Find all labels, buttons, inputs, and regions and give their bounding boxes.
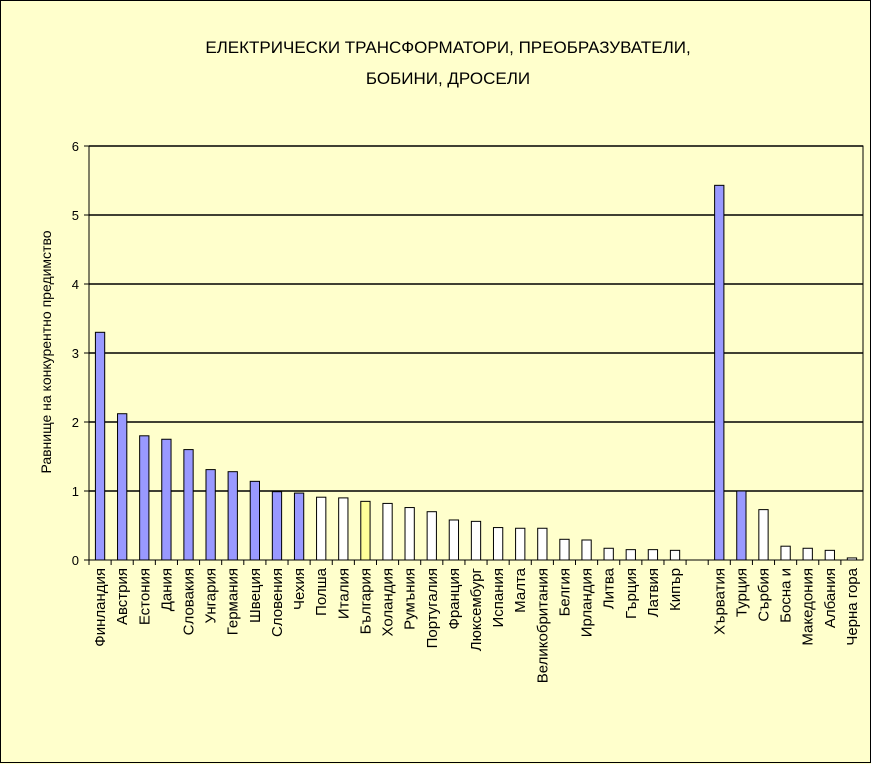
x-category-label: Хърватия bbox=[711, 568, 728, 635]
x-category-label: Германия bbox=[225, 568, 242, 635]
bar bbox=[426, 511, 437, 561]
chart-title-line-2: БОБИНИ, ДРОСЕЛИ bbox=[366, 69, 530, 88]
y-tick-label: 6 bbox=[72, 139, 79, 154]
x-category-label: Дания bbox=[158, 568, 175, 611]
bar bbox=[802, 547, 813, 561]
bar bbox=[161, 438, 172, 561]
x-category-label: Латвия bbox=[645, 568, 662, 617]
bar bbox=[824, 549, 835, 561]
y-tick-label: 1 bbox=[72, 484, 79, 499]
x-category-label: Великобритания bbox=[534, 568, 551, 683]
x-category-label: Австрия bbox=[114, 568, 131, 625]
bar bbox=[338, 497, 349, 561]
bar bbox=[515, 527, 526, 561]
x-category-label: Люксембург bbox=[468, 567, 485, 651]
x-category-label: Черна гора bbox=[844, 567, 861, 645]
x-category-label: Албания bbox=[822, 568, 839, 628]
x-category-label: Малта bbox=[512, 567, 529, 612]
bar bbox=[559, 538, 570, 561]
bar bbox=[780, 545, 791, 561]
bar bbox=[647, 549, 659, 561]
x-category-label: Турция bbox=[733, 568, 750, 617]
x-category-label: Холандия bbox=[380, 568, 397, 636]
y-tick-label: 4 bbox=[72, 277, 79, 292]
x-category-label: Полша bbox=[313, 567, 330, 616]
bar bbox=[94, 331, 106, 561]
bar bbox=[714, 184, 725, 561]
y-tick-label: 2 bbox=[72, 415, 79, 430]
bar bbox=[448, 519, 460, 561]
bar bbox=[669, 549, 681, 561]
bar bbox=[581, 539, 592, 561]
x-category-label: Литва bbox=[601, 567, 618, 609]
chart-title-line-1: ЕЛЕКТРИЧЕСКИ ТРАНСФОРМАТОРИ, ПРЕОБРАЗУВА… bbox=[205, 38, 690, 57]
bar bbox=[625, 549, 636, 561]
x-category-label: Швеция bbox=[247, 568, 264, 623]
x-category-label: Кипър bbox=[667, 568, 684, 611]
x-category-label: Ирландия bbox=[579, 568, 596, 637]
bar bbox=[117, 413, 128, 561]
x-category-label: Испания bbox=[490, 568, 507, 628]
bar bbox=[382, 502, 393, 561]
x-category-label: Португалия bbox=[424, 568, 441, 648]
x-category-label: Чехия bbox=[291, 568, 308, 610]
bar bbox=[271, 491, 283, 561]
x-category-label: Финландия bbox=[92, 568, 109, 647]
x-category-label: Белгия bbox=[556, 568, 573, 616]
x-category-label: Франция bbox=[446, 568, 463, 629]
bar bbox=[492, 527, 504, 561]
x-category-label: Македония bbox=[800, 568, 817, 646]
x-category-label: Унгария bbox=[203, 568, 220, 623]
bar bbox=[316, 496, 327, 561]
x-category-label: България bbox=[357, 568, 374, 634]
plot-area: 0 1 2 3 4 5 6 Финландия Австрия Естония Дания Слова… bbox=[72, 139, 864, 683]
x-category-label: Италия bbox=[335, 568, 352, 619]
bar bbox=[360, 500, 371, 561]
bar bbox=[293, 492, 305, 561]
y-tick-label: 3 bbox=[72, 346, 79, 361]
bar bbox=[227, 471, 238, 561]
x-category-label: Словения bbox=[269, 568, 286, 637]
bar bbox=[470, 520, 482, 561]
bar bbox=[758, 509, 769, 561]
y-tick-label: 5 bbox=[72, 208, 79, 223]
y-tick-label: 0 bbox=[72, 553, 79, 568]
bar bbox=[205, 469, 216, 561]
x-category-label: Босна и bbox=[778, 568, 795, 623]
y-axis-title: Равнище на конкурентно предимство bbox=[38, 230, 54, 473]
bar bbox=[404, 507, 415, 561]
bar bbox=[846, 557, 858, 561]
x-category-label: Словакия bbox=[181, 568, 198, 635]
bar bbox=[603, 547, 614, 561]
bar bbox=[537, 527, 548, 561]
x-category-label: Гърция bbox=[623, 568, 640, 619]
bar bbox=[139, 435, 150, 561]
x-category-label: Румъния bbox=[402, 568, 419, 630]
bar bbox=[249, 480, 261, 561]
x-category-label: Естония bbox=[136, 568, 153, 625]
x-category-label: Сърбия bbox=[755, 568, 772, 622]
bar bbox=[183, 449, 194, 561]
bar bbox=[736, 490, 747, 561]
